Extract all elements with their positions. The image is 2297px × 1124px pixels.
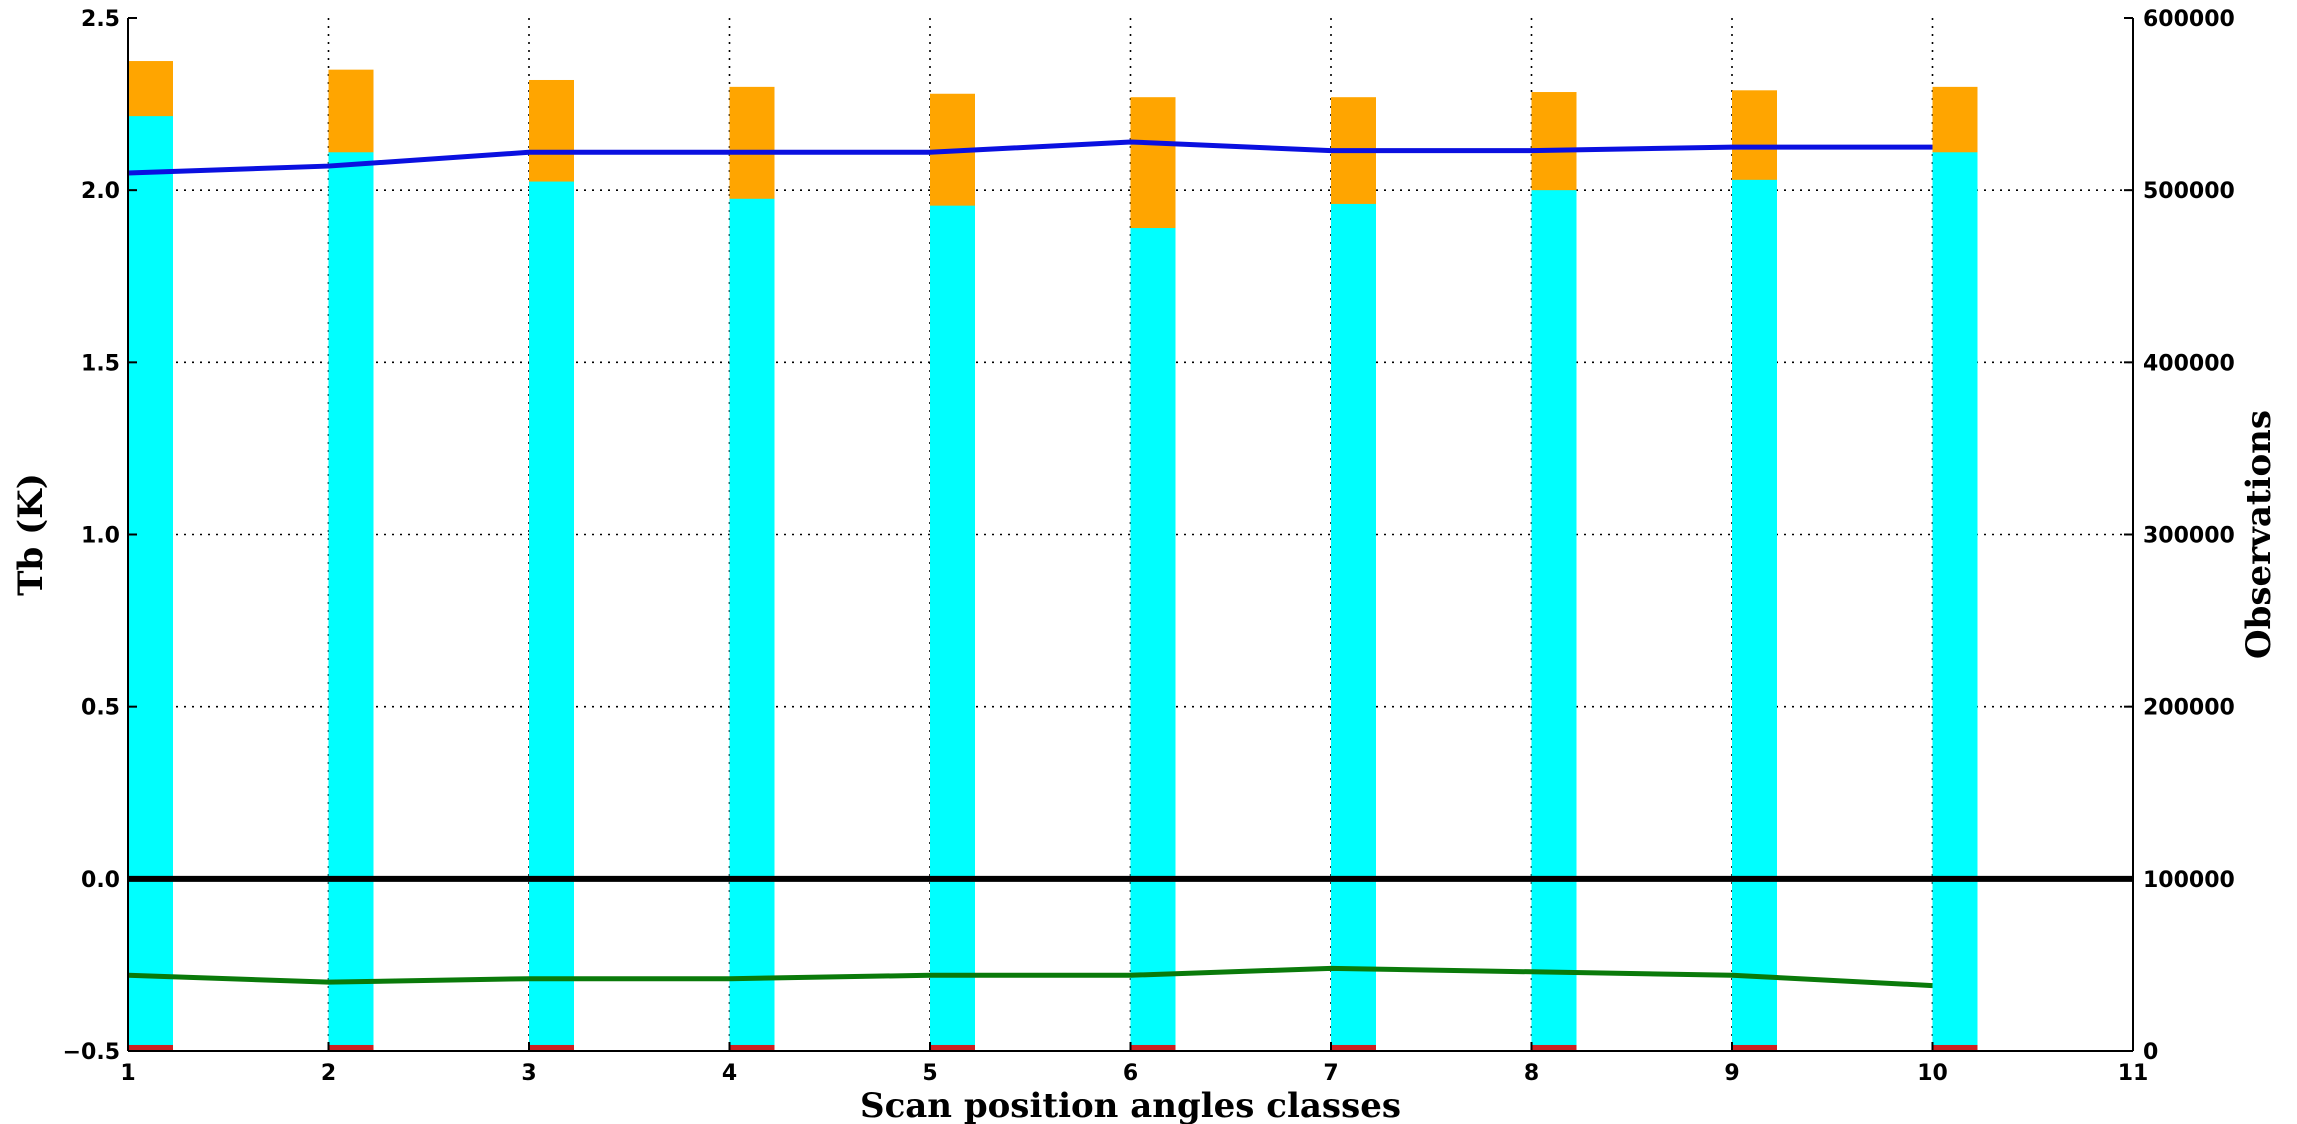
ticks: 1 2 3 4 5 6 7 8 9 10 11 −0.5 0.0 0.5 1.0 1.5 2.0 2.5 0 1000… [63,7,2235,1086]
bar [1331,203,1376,1051]
bar [729,1044,775,1051]
y2-tick-label: 400000 [2143,351,2235,376]
y2-tick-label: 500000 [2143,179,2235,204]
y-tick-label: 1.0 [81,524,120,549]
y-tick-label: 1.5 [81,351,120,376]
bar [1130,228,1176,1051]
bar [128,116,173,1051]
x-tick-label: 7 [1323,1061,1338,1086]
bar [1932,152,1978,1052]
y-tick-label: 2.5 [81,7,120,32]
y2-tick-label: 600000 [2143,7,2235,32]
bar [930,1044,975,1051]
y2-axis-title: Observations [2239,410,2279,659]
x-tick-label: 11 [2118,1061,2149,1086]
bar [930,205,975,1051]
bar [328,152,374,1052]
bar [1531,190,1577,1051]
x-tick-label: 2 [321,1061,336,1086]
series-line [127,965,1933,989]
y-tick-label: 0.5 [81,696,120,721]
y2-tick-label: 300000 [2143,524,2235,549]
x-tick-label: 5 [922,1061,937,1086]
bar [1732,179,1777,1051]
y-tick-label: −0.5 [63,1040,120,1065]
y-axis-title: Tb (K) [11,473,51,596]
bar [328,1044,374,1051]
x-tick-label: 1 [120,1061,135,1086]
x-tick-label: 4 [722,1061,737,1086]
y2-tick-label: 0 [2143,1040,2158,1065]
bar [1531,1044,1577,1051]
x-tick-label: 10 [1917,1061,1948,1086]
y-tick-label: 2.0 [81,179,120,204]
bar [128,1044,173,1051]
bar [529,181,574,1051]
x-tick-label: 6 [1123,1061,1138,1086]
bar [1331,1044,1376,1051]
bar [529,1044,574,1051]
series-line [127,139,1933,176]
bar [1932,1044,1978,1051]
x-axis-title: Scan position angles classes [860,1086,1401,1124]
x-tick-label: 3 [521,1061,536,1086]
y2-tick-label: 200000 [2143,696,2235,721]
y2-tick-label: 100000 [2143,868,2235,893]
y-tick-label: 0.0 [81,868,120,893]
x-tick-label: 8 [1524,1061,1539,1086]
x-tick-label: 9 [1724,1061,1739,1086]
bar [1130,1044,1176,1051]
bar [729,198,775,1051]
bar [1732,1044,1777,1051]
lines [127,139,1933,989]
bars [128,61,1978,1052]
